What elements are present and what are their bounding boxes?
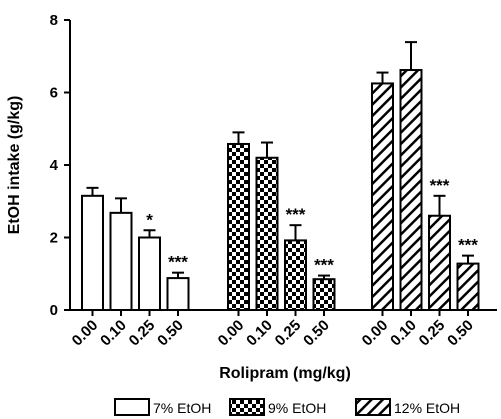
bar bbox=[456, 262, 480, 312]
significance-label: * bbox=[146, 210, 153, 229]
bar bbox=[371, 82, 394, 311]
bar bbox=[255, 156, 279, 311]
significance-label: *** bbox=[430, 176, 450, 195]
y-axis-title: EtOH intake (g/kg) bbox=[6, 96, 23, 235]
x-tick-label: 0.00 bbox=[215, 317, 248, 350]
x-tick-label: 0.25 bbox=[416, 317, 449, 350]
x-tick-label: 0.25 bbox=[272, 317, 305, 350]
legend-label: 9% EtOH bbox=[268, 400, 326, 416]
x-tick-label: 0.10 bbox=[243, 317, 276, 350]
bar bbox=[81, 194, 104, 311]
bar bbox=[138, 236, 161, 311]
x-tick-label: 0.00 bbox=[69, 317, 102, 350]
legend-swatch bbox=[229, 398, 265, 416]
x-axis-title: Rolipram (mg/kg) bbox=[219, 365, 351, 382]
y-tick-label: 4 bbox=[50, 157, 59, 174]
series-group-9-etoh: *** *** bbox=[227, 131, 336, 311]
y-axis: 0 2 4 6 8 bbox=[50, 12, 71, 319]
bar bbox=[109, 211, 133, 312]
significance-label: *** bbox=[286, 205, 306, 224]
legend-label: 7% EtOH bbox=[153, 400, 211, 416]
x-tick-label: 0.50 bbox=[300, 317, 333, 350]
y-tick-label: 2 bbox=[50, 230, 58, 247]
x-tick-label: 0.50 bbox=[154, 317, 187, 350]
bar bbox=[428, 214, 451, 311]
y-tick-label: 8 bbox=[50, 12, 58, 29]
legend: 7% EtOH 9% EtOH 12% EtOH bbox=[114, 398, 460, 416]
legend-swatch bbox=[355, 398, 391, 416]
bar bbox=[284, 239, 307, 311]
significance-label: *** bbox=[314, 256, 334, 275]
bars-group: **************** bbox=[81, 41, 480, 312]
bar bbox=[227, 142, 250, 311]
legend-item-12-etoh: 12% EtOH bbox=[355, 398, 460, 416]
legend-label: 12% EtOH bbox=[394, 400, 460, 416]
legend-swatch bbox=[114, 398, 150, 416]
x-tick-label: 0.50 bbox=[444, 317, 477, 350]
significance-label: *** bbox=[458, 236, 478, 255]
series-group-7-etoh: **** bbox=[81, 186, 190, 312]
series-group-12-etoh: *** *** bbox=[371, 41, 480, 312]
x-tick-label: 0.10 bbox=[387, 317, 420, 350]
x-tick-label: 0.10 bbox=[97, 317, 130, 350]
bar bbox=[166, 277, 190, 312]
legend-item-7-etoh: 7% EtOH bbox=[114, 398, 211, 416]
significance-label: *** bbox=[168, 253, 188, 272]
legend-item-9-etoh: 9% EtOH bbox=[229, 398, 326, 416]
bar bbox=[312, 278, 336, 311]
x-axis: 0.000.100.250.50 0.000.100.250.50 0.000.10… bbox=[69, 309, 497, 350]
y-tick-label: 6 bbox=[50, 85, 58, 102]
x-tick-label: 0.00 bbox=[359, 317, 392, 350]
y-tick-label: 0 bbox=[50, 302, 58, 319]
bar bbox=[399, 69, 423, 312]
x-tick-label: 0.25 bbox=[126, 317, 159, 350]
